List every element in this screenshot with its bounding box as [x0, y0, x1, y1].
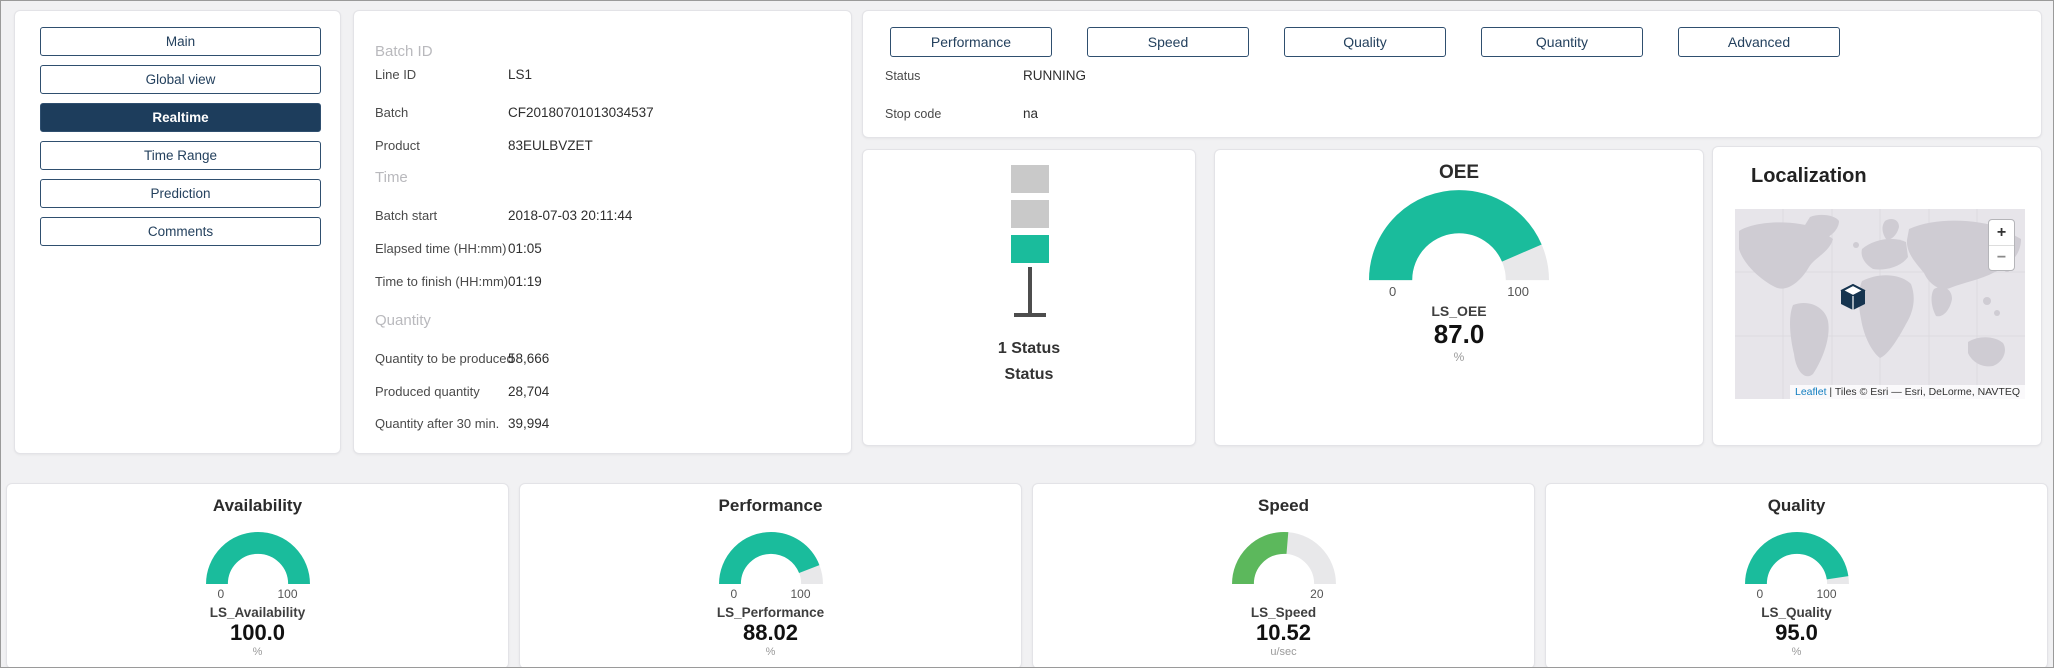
sidebar-item-comments[interactable]: Comments — [40, 217, 321, 246]
oee-panel: OEE 0 100 LS_OEE 87.0 % — [1214, 149, 1704, 446]
map-attribution: Leaflet | Tiles © Esri — Esri, DeLorme, … — [1789, 385, 2025, 399]
localization-title: Localization — [1751, 165, 1867, 187]
status-label: Status — [885, 69, 921, 83]
stop-code-value: na — [1023, 106, 1039, 121]
gauge-arc — [1744, 532, 1849, 585]
gauge-arc — [718, 532, 823, 585]
zoom-out-button[interactable]: − — [1989, 245, 2014, 270]
gauge-ticks: 0 100 — [1389, 284, 1529, 299]
sidebar-item-time-range[interactable]: Time Range — [40, 141, 321, 170]
map-tiles — [1735, 209, 2025, 399]
traffic-light-bottom — [1011, 235, 1049, 263]
oee-gauge: 0 100 LS_OEE 87.0 % — [1215, 190, 1703, 364]
location-marker-icon — [1840, 283, 1866, 310]
oee-unit: % — [1453, 350, 1465, 364]
gauge-arc — [205, 532, 310, 585]
quality-panel: Quality 0 100 LS_Quality 95.0 % — [1545, 483, 2048, 667]
oee-title: OEE — [1438, 162, 1480, 183]
zoom-in-button[interactable]: + — [1996, 223, 2007, 241]
top-bar-panel: Performance Speed Quality Quantity Advan… — [862, 10, 2042, 138]
oee-value: 87.0 — [1433, 319, 1485, 349]
status-panel: 1 Status Status — [862, 149, 1196, 446]
status-count: 1 Status — [997, 340, 1061, 357]
sidebar-item-realtime[interactable]: Realtime — [40, 103, 321, 132]
tab-performance[interactable]: Performance — [890, 27, 1052, 57]
tab-quality[interactable]: Quality — [1284, 27, 1446, 57]
gauge-ticks: 0 100 — [1756, 587, 1837, 601]
oee-tag: LS_OEE — [1431, 303, 1487, 319]
speed-panel: Speed 20 LS_Speed 10.52 u/sec — [1032, 483, 1535, 667]
availability-gauge: Availability 0 100 LS_Availability 100.0 … — [7, 496, 508, 658]
section-heading-batch-id: Batch ID — [375, 43, 433, 60]
batch-info-panel: Batch ID Line ID LS1 Batch CF2018070101303… — [353, 10, 852, 454]
speed-gauge: Speed 20 LS_Speed 10.52 u/sec — [1033, 496, 1534, 658]
traffic-light-middle — [1011, 200, 1049, 228]
status-value: RUNNING — [1023, 68, 1086, 83]
performance-panel: Performance 0 100 LS_Performance 88.02 % — [519, 483, 1022, 667]
traffic-light-pole — [1028, 267, 1032, 315]
tab-quantity[interactable]: Quantity — [1481, 27, 1643, 57]
tab-advanced[interactable]: Advanced — [1678, 27, 1840, 57]
stop-code-label: Stop code — [885, 107, 942, 121]
gauge-arc — [1231, 532, 1336, 585]
section-heading-quantity: Quantity — [375, 312, 431, 329]
gauge-arc — [1369, 190, 1549, 281]
gauge-ticks: 20 — [1310, 587, 1324, 601]
sidebar: Main Global view Realtime Time Range Pre… — [14, 10, 341, 454]
status-panel-label: Status — [1004, 366, 1054, 383]
traffic-light-base — [1014, 313, 1046, 317]
world-map[interactable]: + − Leaflet | Tiles © Esri — Esri, DeLor… — [1735, 209, 2025, 399]
map-zoom-control: + − — [1988, 219, 2015, 271]
performance-gauge: Performance 0 100 LS_Performance 88.02 % — [716, 496, 825, 658]
quality-gauge: Quality 0 100 LS_Quality 95.0 % — [1546, 496, 2047, 658]
traffic-light-top — [1011, 165, 1049, 193]
gauge-ticks: 0 100 — [730, 587, 811, 601]
sidebar-item-global-view[interactable]: Global view — [40, 65, 321, 94]
leaflet-link[interactable]: Leaflet — [1794, 386, 1827, 398]
tab-speed[interactable]: Speed — [1087, 27, 1249, 57]
availability-panel: Availability 0 100 LS_Availability 100.0 … — [6, 483, 509, 667]
sidebar-item-prediction[interactable]: Prediction — [40, 179, 321, 208]
gauge-ticks: 0 100 — [217, 587, 298, 601]
section-heading-time: Time — [375, 169, 408, 186]
sidebar-item-main[interactable]: Main — [40, 27, 321, 56]
localization-panel: Localization — [1712, 146, 2042, 446]
